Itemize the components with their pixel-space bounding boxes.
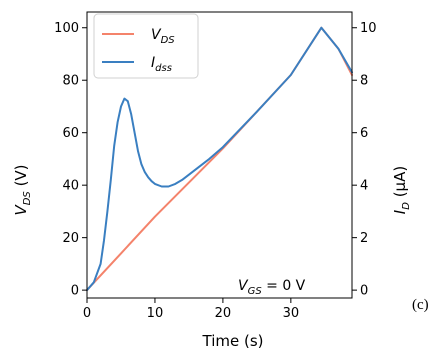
x-tick-label: 0 <box>83 306 91 321</box>
left-tick-label: 0 <box>71 284 79 299</box>
right-tick-label: 0 <box>360 284 368 299</box>
plot-frame <box>86 11 353 299</box>
right-tick-label: 4 <box>360 179 368 194</box>
bottom-axis: 0 10 20 30 <box>83 298 299 321</box>
y-axis-label-right: ID (μA) <box>391 166 412 214</box>
x-axis-label: Time (s) <box>202 332 264 350</box>
left-tick-label: 60 <box>62 126 79 141</box>
y-axis-label-left: VDS (V) <box>12 164 33 215</box>
left-axis: 0 20 40 60 80 100 <box>54 21 87 299</box>
x-tick-label: 10 <box>147 306 164 321</box>
x-tick-label: 30 <box>283 306 300 321</box>
left-tick-label: 100 <box>54 21 79 36</box>
right-tick-label: 10 <box>360 21 377 36</box>
x-tick-label: 20 <box>215 306 232 321</box>
panel-label: (c) <box>412 297 429 313</box>
series-line-idss <box>86 26 353 292</box>
left-tick-label: 80 <box>62 74 79 89</box>
annotation-vgs: VGS = 0 V <box>238 278 306 297</box>
legend: VDS Idss <box>93 13 199 79</box>
left-tick-label: 20 <box>62 231 79 246</box>
right-tick-label: 8 <box>360 74 368 89</box>
right-tick-label: 6 <box>360 126 368 141</box>
right-tick-label: 2 <box>360 231 368 246</box>
right-axis: 0 2 4 6 8 10 <box>352 21 377 299</box>
left-tick-label: 40 <box>62 179 79 194</box>
